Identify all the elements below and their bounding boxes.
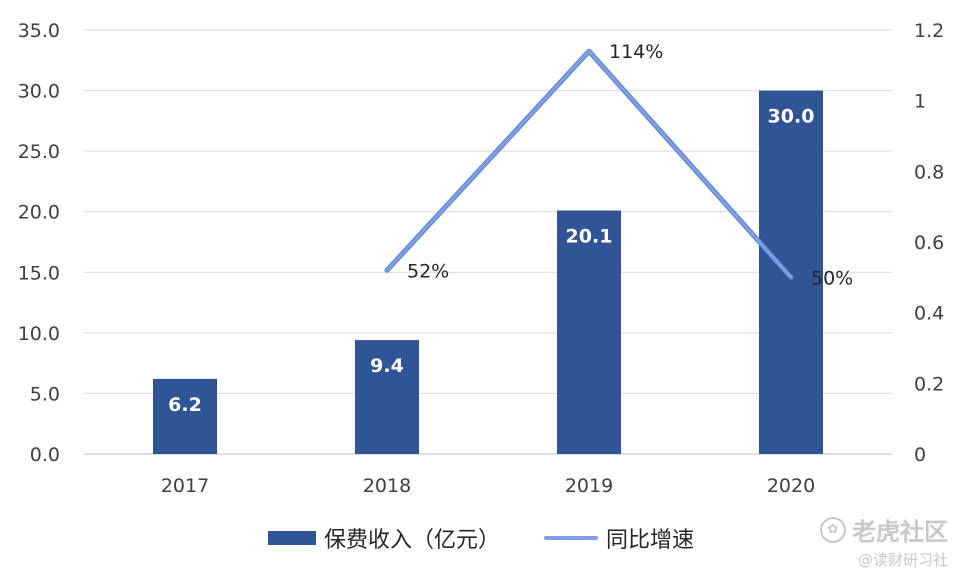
bar-value-label: 9.4 <box>370 355 404 377</box>
left-axis-tick-label: 10.0 <box>18 323 60 345</box>
right-axis-tick-label: 0.8 <box>914 161 944 183</box>
x-axis-ticks: 2017 2018 2019 2020 <box>161 475 815 497</box>
bar-value-labels: 6.2 9.4 20.1 30.0 <box>168 106 814 416</box>
bar <box>759 90 823 455</box>
growth-line-series <box>384 48 794 280</box>
growth-line-point <box>587 49 591 53</box>
bar-value-label: 20.1 <box>566 226 613 248</box>
bar-series <box>153 90 823 455</box>
legend-label-premium: 保费收入（亿元） <box>324 528 501 553</box>
legend-swatch-line <box>544 536 599 540</box>
right-axis-tick-label: 1.2 <box>914 20 944 42</box>
watermark-title-row: ✿ 老虎社区 <box>820 512 948 547</box>
line-value-label: 50% <box>811 267 853 289</box>
line-value-label: 52% <box>407 260 449 282</box>
bar <box>153 378 217 454</box>
left-axis-tick-label: 5.0 <box>30 383 60 405</box>
tiger-logo-icon: ✿ <box>820 516 846 543</box>
growth-line-point <box>385 268 389 272</box>
x-axis-tick-label: 2018 <box>363 475 411 497</box>
line-value-label: 114% <box>609 41 663 63</box>
bar <box>557 210 621 454</box>
x-axis-tick-label: 2020 <box>767 475 815 497</box>
bar-value-label: 6.2 <box>168 394 202 416</box>
legend-item-growth: 同比增速 <box>544 522 694 554</box>
right-axis-tick-label: 1 <box>914 91 926 113</box>
left-axis-tick-label: 15.0 <box>18 262 60 284</box>
legend-label-growth: 同比增速 <box>606 528 695 553</box>
watermark: ✿ 老虎社区 @读财研习社 <box>820 512 948 570</box>
line-value-labels: 52% 114% 50% <box>407 41 853 289</box>
right-axis-tick-label: 0.6 <box>914 232 944 254</box>
legend: 保费收入（亿元） 同比增速 <box>268 522 738 554</box>
right-axis-tick-label: 0.4 <box>914 303 944 325</box>
bar <box>355 340 419 454</box>
watermark-title: 老虎社区 <box>852 518 948 546</box>
growth-line-point <box>789 275 793 279</box>
left-axis-tick-label: 20.0 <box>18 202 60 224</box>
right-axis-ticks: 0 0.2 0.4 0.6 0.8 1 1.2 <box>914 20 944 466</box>
left-axis-tick-label: 35.0 <box>18 20 60 42</box>
right-axis-tick-label: 0 <box>914 444 926 466</box>
left-axis-tick-label: 30.0 <box>18 81 60 103</box>
left-axis-tick-label: 25.0 <box>18 141 60 163</box>
gridlines <box>84 29 892 455</box>
right-axis-tick-label: 0.2 <box>914 373 944 395</box>
legend-swatch-bar <box>268 531 316 545</box>
bar-value-label: 30.0 <box>768 106 815 128</box>
x-axis-tick-label: 2019 <box>565 475 613 497</box>
watermark-subtitle: @读财研习社 <box>857 551 948 569</box>
left-axis-ticks: 0.0 5.0 10.0 15.0 20.0 25.0 30.0 35.0 <box>18 20 60 466</box>
x-axis-tick-label: 2017 <box>161 475 209 497</box>
left-axis-tick-label: 0.0 <box>30 444 60 466</box>
legend-item-premium: 保费收入（亿元） <box>268 522 500 554</box>
